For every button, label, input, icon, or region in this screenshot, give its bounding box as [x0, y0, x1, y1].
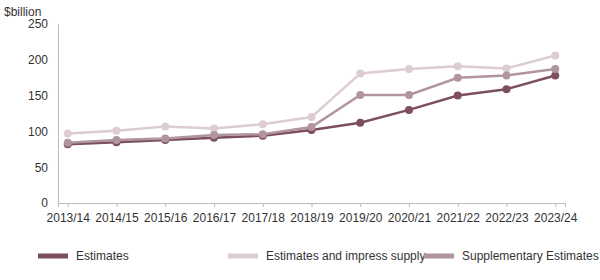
- x-tick-mark: [165, 203, 166, 207]
- x-tick-mark: [214, 203, 215, 207]
- marker: [308, 113, 316, 121]
- y-tick-label: 250: [28, 17, 48, 31]
- marker: [64, 130, 72, 138]
- marker: [454, 74, 462, 82]
- series-markers: [64, 72, 560, 149]
- x-tick-label: 2017/18: [242, 211, 286, 225]
- x-tick-label: 2013/14: [47, 211, 91, 225]
- legend-swatch: [38, 254, 68, 259]
- legend-label: Supplementary Estimates: [462, 249, 599, 263]
- x-tick-mark: [409, 203, 410, 207]
- series-line: [68, 56, 556, 134]
- marker: [259, 120, 267, 128]
- marker: [454, 62, 462, 70]
- x-tick: 2013/14: [47, 203, 91, 225]
- series-group: [64, 52, 560, 149]
- marker: [113, 136, 121, 144]
- marker: [356, 119, 364, 127]
- x-tick-label: 2020/21: [388, 211, 432, 225]
- x-tick-label: 2015/16: [144, 211, 188, 225]
- y-tick: 250: [28, 17, 58, 31]
- series-markers: [64, 65, 560, 147]
- marker: [64, 139, 72, 147]
- marker: [405, 106, 413, 114]
- y-tick-label: 50: [35, 161, 49, 175]
- legend-label: Estimates: [76, 249, 129, 263]
- y-tick-label: 200: [28, 53, 48, 67]
- series-line: [68, 76, 556, 145]
- legend-item: Estimates: [38, 249, 129, 263]
- x-tick-mark: [555, 203, 556, 207]
- marker: [454, 92, 462, 100]
- x-tick-label: 2018/19: [290, 211, 334, 225]
- x-tick-mark: [458, 203, 459, 207]
- marker: [356, 91, 364, 99]
- marker: [551, 65, 559, 73]
- y-tick: 50: [35, 161, 58, 175]
- y-axis-line: [58, 25, 59, 204]
- x-tick: 2018/19: [290, 203, 334, 225]
- legend-swatch: [424, 254, 454, 259]
- x-tick-mark: [507, 203, 508, 207]
- x-axis: 2013/14 2014/15 2015/16 2016/17 2017/18 2018/…: [47, 203, 578, 225]
- x-tick: 2023/24: [534, 203, 578, 225]
- series-line: [68, 69, 556, 143]
- x-tick: 2016/17: [193, 203, 237, 225]
- y-axis-title: $billion: [4, 5, 41, 19]
- legend-swatch: [228, 254, 258, 259]
- y-tick: 150: [28, 89, 58, 103]
- y-tick: 100: [28, 125, 58, 139]
- marker: [161, 135, 169, 143]
- marker: [113, 127, 121, 135]
- legend: Estimates Estimates and impress supply Sup…: [38, 249, 599, 263]
- x-tick-mark: [312, 203, 313, 207]
- marker: [259, 130, 267, 138]
- y-axis: 0 50 100 150 200 250: [28, 17, 59, 210]
- x-tick-mark: [117, 203, 118, 207]
- marker: [503, 64, 511, 72]
- marker: [405, 91, 413, 99]
- marker: [356, 69, 364, 77]
- x-tick-label: 2021/22: [437, 211, 481, 225]
- x-tick: 2014/15: [95, 203, 139, 225]
- x-tick: 2017/18: [242, 203, 286, 225]
- marker: [551, 52, 559, 60]
- x-tick: 2021/22: [437, 203, 481, 225]
- x-tick-label: 2022/23: [485, 211, 529, 225]
- x-tick-label: 2019/20: [339, 211, 383, 225]
- y-tick-label: 100: [28, 125, 48, 139]
- x-tick-label: 2016/17: [193, 211, 237, 225]
- x-axis-line: [59, 204, 566, 208]
- y-tick: 0: [41, 196, 58, 210]
- legend-item: Supplementary Estimates: [424, 249, 599, 263]
- legend-item: Estimates and impress supply: [228, 249, 425, 263]
- x-tick: 2015/16: [144, 203, 188, 225]
- marker: [503, 85, 511, 93]
- y-tick-label: 150: [28, 89, 48, 103]
- x-tick-label: 2023/24: [534, 211, 578, 225]
- marker: [503, 72, 511, 80]
- chart: 0 50 100 150 200 250 2013/14 2014/15 2015/16 2016…: [0, 0, 600, 280]
- legend-label: Estimates and impress supply: [266, 249, 425, 263]
- x-tick: 2019/20: [339, 203, 383, 225]
- y-tick-label: 0: [41, 196, 48, 210]
- series-markers: [64, 52, 560, 138]
- x-tick-mark: [68, 203, 69, 207]
- x-tick: 2020/21: [388, 203, 432, 225]
- x-tick-mark: [360, 203, 361, 207]
- marker: [308, 123, 316, 131]
- marker: [405, 65, 413, 73]
- x-tick: 2022/23: [485, 203, 529, 225]
- x-tick-mark: [263, 203, 264, 207]
- x-tick-label: 2014/15: [95, 211, 139, 225]
- marker: [210, 131, 218, 139]
- y-tick: 200: [28, 53, 58, 67]
- plot: 0 50 100 150 200 250 2013/14 2014/15 2015/16 2016…: [28, 17, 578, 224]
- marker: [161, 122, 169, 130]
